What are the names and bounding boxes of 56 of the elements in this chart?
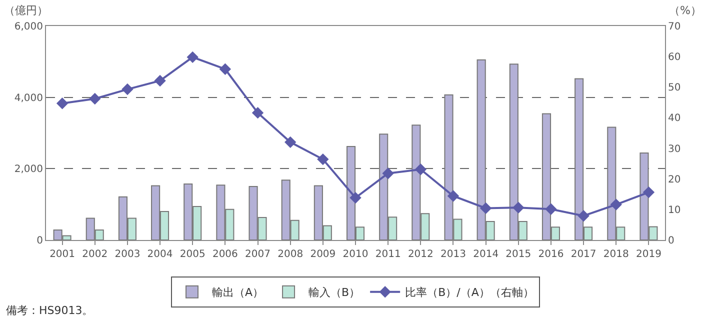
x-tick-label: 2014	[473, 249, 499, 260]
x-tick-label: 2017	[570, 249, 596, 260]
point	[642, 186, 655, 198]
x-tick-label: 2007	[245, 249, 270, 260]
y2-axis-title: （%）	[669, 4, 702, 17]
x-tick-label: 2015	[506, 249, 532, 260]
legend-label: 輸入（B）	[308, 286, 360, 300]
x-tick-label: 2013	[440, 249, 466, 260]
point	[447, 190, 460, 202]
y-tick-label: 0	[36, 236, 43, 246]
x-tick-label: 2019	[636, 249, 662, 260]
x-tick-label: 2010	[342, 249, 368, 260]
y2-tick-label: 0	[668, 236, 674, 246]
point	[252, 106, 264, 119]
point	[56, 98, 68, 110]
x-tick-label: 2004	[147, 249, 173, 260]
y2-tick-label: 70	[668, 22, 681, 32]
point	[578, 210, 590, 222]
point	[382, 168, 394, 180]
point	[186, 51, 198, 64]
point	[89, 92, 101, 105]
point	[122, 83, 134, 96]
point	[512, 202, 524, 214]
text: 備考：HS9013。	[6, 304, 94, 317]
y2-tick-label: 40	[668, 113, 681, 124]
x-tick-label: 2011	[375, 249, 401, 260]
y-tick-label: 4,000	[14, 92, 43, 104]
x-tick-label: 2018	[603, 249, 629, 260]
x-tick-label: 2009	[310, 249, 336, 260]
y2-tick-label: 30	[668, 144, 681, 155]
x-tick-label: 2012	[408, 249, 434, 260]
point	[480, 202, 492, 214]
y-tick-label: 6,000	[14, 22, 43, 32]
point	[154, 74, 166, 87]
y2-tick-label: 10	[668, 204, 681, 216]
x-tick-label: 2001	[50, 249, 76, 260]
x-tick-label: 2005	[180, 249, 206, 260]
y2-tick-label: 60	[668, 52, 681, 64]
point	[545, 203, 557, 215]
point	[284, 136, 296, 148]
legend-label: 比率（B）/（A）（右軸）	[405, 286, 534, 300]
y2-tick-label: 50	[668, 82, 681, 94]
x-tick-label: 2003	[114, 249, 140, 260]
point	[350, 192, 362, 204]
y-tick-label: 2,000	[14, 164, 43, 176]
x-tick-label: 2006	[212, 249, 238, 260]
x-tick-label: 2002	[82, 249, 108, 260]
x-tick-label: 2016	[538, 249, 564, 260]
legend-label: 輸出（A）	[212, 286, 264, 300]
point	[317, 153, 329, 166]
point	[414, 164, 427, 176]
y-axis-title: （億円）	[4, 4, 48, 17]
y2-tick-label: 20	[668, 174, 681, 186]
x-tick-label: 2008	[278, 249, 304, 260]
point	[610, 198, 622, 210]
point	[219, 63, 232, 75]
